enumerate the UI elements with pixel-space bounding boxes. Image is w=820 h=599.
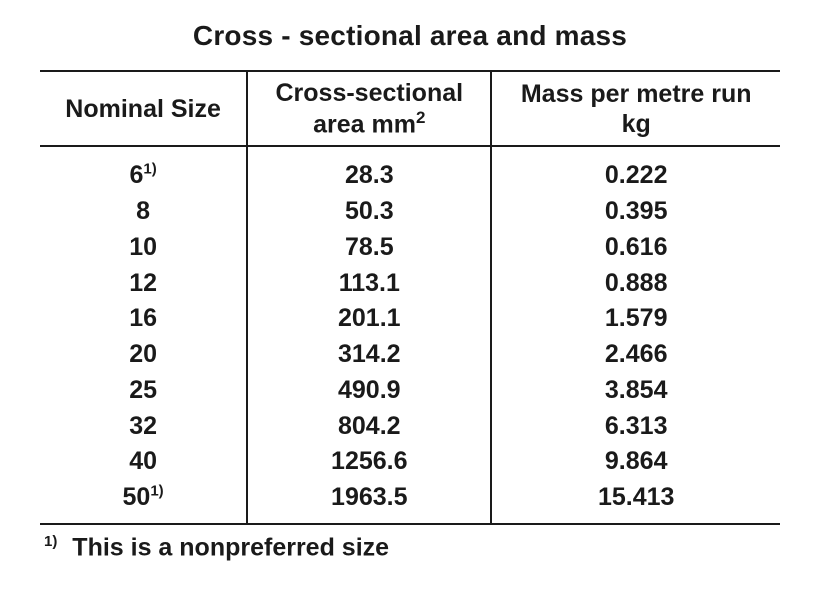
table-row: 401256.69.864 <box>40 444 780 480</box>
footnote-ref: 1) <box>44 533 57 550</box>
cell-area: 28.3 <box>247 146 491 194</box>
table-row: 32804.26.313 <box>40 409 780 445</box>
cell-area: 1963.5 <box>247 480 491 524</box>
table-row: 25490.93.854 <box>40 373 780 409</box>
table-row: 501)1963.515.413 <box>40 480 780 524</box>
table-row: 16201.11.579 <box>40 301 780 337</box>
cell-nominal-size: 20 <box>40 337 247 373</box>
cell-mass: 0.222 <box>491 146 780 194</box>
cell-mass: 6.313 <box>491 409 780 445</box>
cell-area: 490.9 <box>247 373 491 409</box>
table-row: 20314.22.466 <box>40 337 780 373</box>
table-row: 61)28.30.222 <box>40 146 780 194</box>
cell-mass: 1.579 <box>491 301 780 337</box>
table-title: Cross - sectional area and mass <box>40 20 780 52</box>
cell-mass: 0.395 <box>491 194 780 230</box>
cell-area: 804.2 <box>247 409 491 445</box>
cell-nominal-size: 61) <box>40 146 247 194</box>
cell-nominal-size: 16 <box>40 301 247 337</box>
table-row: 12113.10.888 <box>40 266 780 302</box>
cell-nominal-size: 32 <box>40 409 247 445</box>
table-header-row: Nominal Size Cross-sectional area mm2 Ma… <box>40 71 780 146</box>
cell-nominal-size: 8 <box>40 194 247 230</box>
cell-mass: 0.888 <box>491 266 780 302</box>
col-header-nominal-size: Nominal Size <box>40 71 247 146</box>
cell-mass: 9.864 <box>491 444 780 480</box>
table-row: 850.30.395 <box>40 194 780 230</box>
col-header-area: Cross-sectional area mm2 <box>247 71 491 146</box>
cell-nominal-size: 40 <box>40 444 247 480</box>
cell-area: 314.2 <box>247 337 491 373</box>
cell-area: 113.1 <box>247 266 491 302</box>
footnote: 1) This is a nonpreferred size <box>40 525 780 562</box>
cell-area: 1256.6 <box>247 444 491 480</box>
cell-nominal-size: 12 <box>40 266 247 302</box>
data-table: Nominal Size Cross-sectional area mm2 Ma… <box>40 70 780 525</box>
cell-mass: 15.413 <box>491 480 780 524</box>
cell-mass: 3.854 <box>491 373 780 409</box>
cell-nominal-size: 25 <box>40 373 247 409</box>
cell-mass: 2.466 <box>491 337 780 373</box>
cell-area: 201.1 <box>247 301 491 337</box>
cell-area: 78.5 <box>247 230 491 266</box>
cell-nominal-size: 10 <box>40 230 247 266</box>
cell-nominal-size: 501) <box>40 480 247 524</box>
col-header-mass: Mass per metre run kg <box>491 71 780 146</box>
table-row: 1078.50.616 <box>40 230 780 266</box>
cell-area: 50.3 <box>247 194 491 230</box>
cell-mass: 0.616 <box>491 230 780 266</box>
footnote-text: This is a nonpreferred size <box>72 533 389 561</box>
